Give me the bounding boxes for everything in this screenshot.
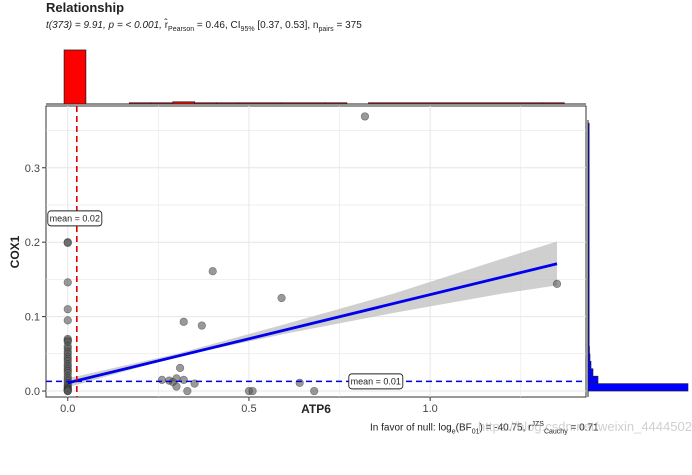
x-tick-label: 0.5 — [241, 403, 256, 415]
data-point — [157, 375, 167, 384]
subtitle-r-symbol: r̂ — [164, 20, 169, 31]
y-hist-bar — [587, 331, 590, 340]
subtitle-n-sub: pairs — [318, 26, 334, 33]
mean-y-label-box — [348, 373, 404, 390]
subtitle-n: = 375 — [333, 20, 362, 31]
data-point — [63, 386, 72, 396]
data-point — [295, 378, 304, 387]
data-point — [552, 279, 562, 288]
y-tick-label: 0.2 — [25, 237, 40, 249]
y-tick-label: 0.1 — [25, 312, 40, 324]
y-tick-label: 0.0 — [25, 386, 40, 398]
data-point — [197, 321, 206, 330]
data-point — [360, 112, 370, 121]
confidence-band — [67, 241, 558, 388]
data-point — [248, 386, 257, 396]
x-tick-label: 1.0 — [423, 403, 438, 415]
x-hist-bar — [128, 102, 152, 105]
y-hist-bar — [587, 383, 689, 392]
x-marginal-histogram — [46, 49, 586, 105]
caption-e-sub: e — [451, 428, 456, 436]
caption-bf: (BF — [455, 422, 472, 434]
x-hist-bar — [324, 102, 348, 105]
subtitle-r: = 0.46, CI — [194, 20, 241, 31]
data-point — [172, 382, 181, 391]
chart-title: Relationship — [46, 0, 125, 15]
subtitle-ci-sub: 95% — [240, 26, 255, 33]
y-hist-bar — [587, 346, 590, 355]
data-point — [63, 316, 72, 325]
x-tick-label: 0.0 — [60, 403, 75, 415]
data-point — [208, 267, 217, 276]
data-points — [63, 112, 562, 396]
subtitle-r-sub: Pearson — [168, 26, 195, 33]
data-point — [63, 305, 72, 314]
y-hist-bar — [587, 338, 590, 347]
data-point — [277, 293, 286, 303]
x-hist-bar — [172, 101, 195, 105]
mean-x-label: mean = 0.02 — [50, 214, 100, 224]
x-hist-bar — [542, 102, 565, 105]
x-hist-bar — [281, 102, 326, 105]
y-hist-bar — [587, 375, 599, 384]
y-hist-bar — [587, 241, 590, 288]
caption-bf-sub: 01 — [471, 428, 480, 436]
y-axis-title: COX1 — [8, 235, 22, 268]
x-hist-bar — [194, 102, 217, 105]
y-hist-bar — [587, 353, 591, 362]
regression-line — [67, 262, 558, 385]
caption-prefix: In favor of null: log — [370, 422, 452, 434]
x-axis-title: ATP6 — [301, 402, 331, 416]
x-hist-bar — [237, 102, 282, 105]
y-axis-ticks: 0.0 0.1 0.2 0.3 — [25, 163, 46, 398]
y-hist-bar — [587, 122, 590, 243]
watermark: https://blog.csdn.net/weixin_44445027 — [478, 419, 692, 434]
confidence-band-area — [67, 241, 558, 388]
data-point — [179, 375, 188, 384]
data-point — [63, 238, 72, 248]
plot-panel — [45, 105, 587, 398]
y-hist-bar — [587, 316, 590, 332]
data-point — [175, 363, 185, 373]
x-hist-bar — [368, 102, 543, 105]
x-axis-ticks: 0.0 0.5 1.0 — [60, 397, 438, 415]
x-hist-bar — [150, 102, 174, 105]
x-hist-bar — [63, 49, 87, 105]
data-point — [310, 386, 319, 396]
mean-x-label-box — [47, 210, 103, 227]
caption-r-sub: Cauchy — [543, 428, 568, 436]
y-hist-bar — [587, 368, 594, 377]
mean-y-label: mean = 0.01 — [351, 377, 401, 387]
caption-suffix: = 0.71 — [567, 422, 599, 434]
y-hist-bar — [587, 286, 590, 317]
caption-r-sup: JZS — [531, 421, 544, 428]
data-point — [63, 278, 72, 287]
data-point — [183, 386, 192, 396]
y-tick-label: 0.3 — [25, 163, 40, 175]
bayes-caption: In favor of null: loge(BF01) = -40.75, r… — [370, 421, 599, 435]
reference-lines: mean = 0.02 mean = 0.01 — [46, 106, 586, 397]
subtitle-t: t(373) = 9.91, p = < 0.001, — [46, 20, 165, 31]
y-hist-bar — [587, 360, 592, 370]
x-hist-bar — [215, 102, 239, 105]
caption-mid: ) = -40.75, r — [479, 422, 532, 434]
y-marginal-histogram — [587, 120, 689, 397]
subtitle-ci: [0.37, 0.53], n — [254, 20, 319, 31]
data-point — [179, 317, 188, 326]
chart-subtitle: t(373) = 9.91, p = < 0.001, r̂Pearson = … — [46, 20, 362, 33]
